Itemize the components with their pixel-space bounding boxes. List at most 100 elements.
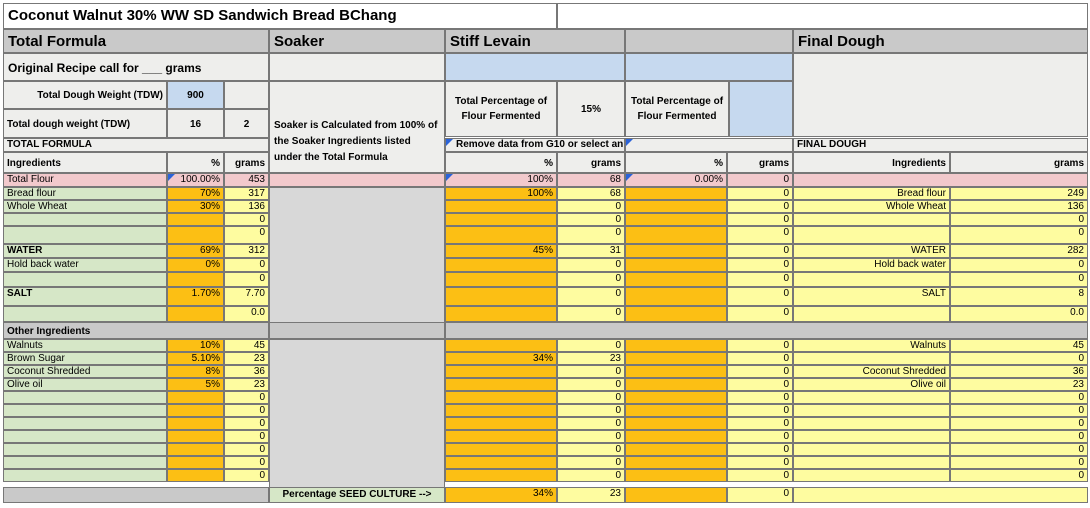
other-row-9-final-grams[interactable]: 0: [950, 456, 1088, 469]
other-row-5-final-grams[interactable]: 0: [950, 404, 1088, 417]
levain-total-flour-pct[interactable]: 100%: [445, 173, 557, 187]
row-8-levain2-pct[interactable]: [625, 306, 727, 322]
levain2-blank-top[interactable]: [625, 53, 793, 81]
row-4-levain-pct[interactable]: 45%: [445, 244, 557, 258]
tdw-value-2a[interactable]: 16: [167, 109, 224, 138]
row-5-grams[interactable]: 0: [224, 258, 269, 272]
header-total-formula[interactable]: Total Formula: [3, 29, 269, 53]
row-3-final-name[interactable]: [793, 226, 950, 244]
other-row-7-name[interactable]: [3, 430, 167, 443]
other-row-8-grams[interactable]: 0: [224, 443, 269, 456]
row-3-pct[interactable]: [167, 226, 224, 244]
other-row-10-final-name[interactable]: [793, 469, 950, 482]
row-8-grams[interactable]: 0.0: [224, 306, 269, 322]
other-row-4-final-name[interactable]: [793, 391, 950, 404]
other-row-2-levain-pct[interactable]: [445, 365, 557, 378]
levain2-col-pct[interactable]: %: [625, 152, 727, 173]
soaker-body[interactable]: [269, 187, 445, 324]
other-row-9-final-name[interactable]: [793, 456, 950, 469]
row-2-levain2-pct[interactable]: [625, 213, 727, 226]
header-final-dough[interactable]: Final Dough: [793, 29, 1088, 53]
other-row-7-levain2-grams[interactable]: 0: [727, 430, 793, 443]
row-1-final-grams[interactable]: 136: [950, 200, 1088, 213]
levain-col-grams[interactable]: grams: [557, 152, 625, 173]
levain-total-flour-grams[interactable]: 68: [557, 173, 625, 187]
seed-left-blank[interactable]: [3, 487, 269, 503]
row-5-levain-grams[interactable]: 0: [557, 258, 625, 272]
row-1-levain2-grams[interactable]: 0: [727, 200, 793, 213]
levain2-note-cell[interactable]: [625, 138, 793, 152]
total-flour-pct[interactable]: 100.00%: [167, 173, 224, 187]
seed-culture-pct[interactable]: 34%: [445, 487, 557, 503]
row-7-levain2-grams[interactable]: 0: [727, 287, 793, 306]
other-row-6-levain-grams[interactable]: 0: [557, 417, 625, 430]
row-1-pct[interactable]: 30%: [167, 200, 224, 213]
row-6-levain-grams[interactable]: 0: [557, 272, 625, 287]
row-2-final-name[interactable]: [793, 213, 950, 226]
other-row-10-final-grams[interactable]: 0: [950, 469, 1088, 482]
other-row-5-name[interactable]: [3, 404, 167, 417]
row-0-levain-grams[interactable]: 68: [557, 187, 625, 200]
row-3-levain-pct[interactable]: [445, 226, 557, 244]
seed-final-blank[interactable]: [793, 487, 1088, 503]
row-6-levain2-pct[interactable]: [625, 272, 727, 287]
other-row-9-levain-grams[interactable]: 0: [557, 456, 625, 469]
soaker-body-2[interactable]: [269, 339, 445, 488]
total-flour-label[interactable]: Total Flour: [3, 173, 167, 187]
other-row-8-final-grams[interactable]: 0: [950, 443, 1088, 456]
levain2-total-flour-pct[interactable]: 0.00%: [625, 173, 727, 187]
levain2-pct-value[interactable]: [729, 81, 793, 137]
tdw-value-1[interactable]: 900: [167, 81, 224, 109]
row-3-levain2-pct[interactable]: [625, 226, 727, 244]
row-3-levain2-grams[interactable]: 0: [727, 226, 793, 244]
row-2-final-grams[interactable]: 0: [950, 213, 1088, 226]
other-row-5-levain-pct[interactable]: [445, 404, 557, 417]
other-row-7-final-name[interactable]: [793, 430, 950, 443]
other-row-6-levain2-grams[interactable]: 0: [727, 417, 793, 430]
row-1-name[interactable]: Whole Wheat: [3, 200, 167, 213]
other-row-7-final-grams[interactable]: 0: [950, 430, 1088, 443]
row-0-levain2-pct[interactable]: [625, 187, 727, 200]
other-row-3-final-grams[interactable]: 23: [950, 378, 1088, 391]
header-soaker[interactable]: Soaker: [269, 29, 445, 53]
other-row-1-name[interactable]: Brown Sugar: [3, 352, 167, 365]
row-2-levain-pct[interactable]: [445, 213, 557, 226]
other-ingredients-label[interactable]: Other Ingredients: [3, 322, 269, 339]
levain-pct-label[interactable]: Total Percentage of Flour Fermented: [445, 81, 557, 137]
row-8-levain2-grams[interactable]: 0: [727, 306, 793, 322]
other-row-0-grams[interactable]: 45: [224, 339, 269, 352]
other-row-2-final-name[interactable]: Coconut Shredded: [793, 365, 950, 378]
row-7-levain-pct[interactable]: [445, 287, 557, 306]
tdw-blank-1[interactable]: [224, 81, 269, 109]
other-row-10-levain-grams[interactable]: 0: [557, 469, 625, 482]
other-row-9-pct[interactable]: [167, 456, 224, 469]
row-8-pct[interactable]: [167, 306, 224, 322]
row-1-levain2-pct[interactable]: [625, 200, 727, 213]
row-4-final-grams[interactable]: 282: [950, 244, 1088, 258]
row-3-final-grams[interactable]: 0: [950, 226, 1088, 244]
other-row-0-levain2-grams[interactable]: 0: [727, 339, 793, 352]
tdw-label-1[interactable]: Total Dough Weight (TDW): [3, 81, 167, 109]
other-row-gap[interactable]: [445, 322, 1088, 339]
other-row-7-grams[interactable]: 0: [224, 430, 269, 443]
row-0-final-grams[interactable]: 249: [950, 187, 1088, 200]
other-row-4-name[interactable]: [3, 391, 167, 404]
row-6-grams[interactable]: 0: [224, 272, 269, 287]
row-4-levain2-pct[interactable]: [625, 244, 727, 258]
original-recipe-label[interactable]: Original Recipe call for ___ grams: [3, 53, 269, 81]
other-row-1-levain2-grams[interactable]: 0: [727, 352, 793, 365]
row-6-levain2-grams[interactable]: 0: [727, 272, 793, 287]
soaker-note[interactable]: Soaker is Calculated from 100% of the So…: [269, 81, 445, 173]
other-row-10-levain2-pct[interactable]: [625, 469, 727, 482]
tdw-value-2b[interactable]: 2: [224, 109, 269, 138]
row-5-pct[interactable]: 0%: [167, 258, 224, 272]
levain2-col-grams[interactable]: grams: [727, 152, 793, 173]
other-row-0-levain2-pct[interactable]: [625, 339, 727, 352]
levain2-pct-label[interactable]: Total Percentage of Flour Fermented: [625, 81, 729, 137]
seed-l2-grams[interactable]: 0: [727, 487, 793, 503]
row-3-name[interactable]: [3, 226, 167, 244]
row-5-final-grams[interactable]: 0: [950, 258, 1088, 272]
row-5-name[interactable]: Hold back water: [3, 258, 167, 272]
other-row-9-levain-pct[interactable]: [445, 456, 557, 469]
title-row-empty-cell[interactable]: [557, 3, 1088, 29]
